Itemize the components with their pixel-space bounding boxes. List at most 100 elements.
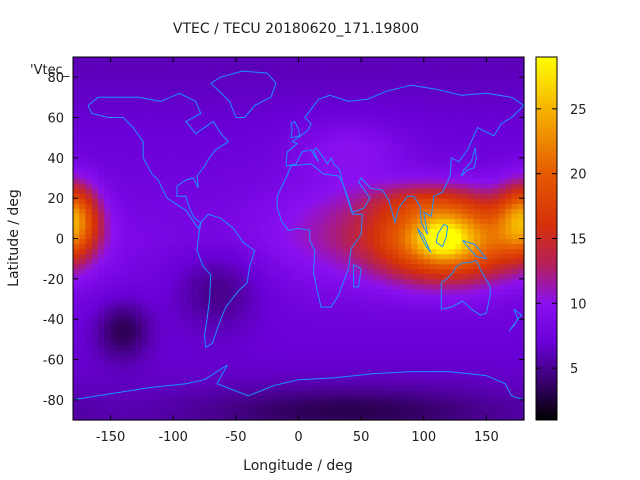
heatmap-cell bbox=[123, 334, 130, 340]
heatmap-cell bbox=[173, 319, 181, 325]
heatmap-cell bbox=[492, 278, 500, 285]
heatmap-cell bbox=[254, 399, 262, 406]
heatmap-cell bbox=[279, 324, 287, 330]
heatmap-cell bbox=[285, 87, 293, 93]
heatmap-cell bbox=[192, 253, 199, 260]
heatmap-cell bbox=[248, 399, 256, 406]
heatmap-cell bbox=[129, 409, 137, 416]
heatmap-cell bbox=[373, 183, 381, 189]
heatmap-cell bbox=[329, 77, 337, 83]
heatmap-cell bbox=[398, 253, 406, 260]
heatmap-cell bbox=[411, 107, 419, 114]
heatmap-cell bbox=[91, 238, 99, 245]
heatmap-cell bbox=[342, 394, 350, 401]
heatmap-cell bbox=[192, 67, 199, 73]
heatmap-cell bbox=[73, 172, 80, 179]
heatmap-cell bbox=[411, 273, 419, 280]
heatmap-cell bbox=[348, 314, 356, 320]
heatmap-cell bbox=[273, 77, 281, 83]
heatmap-cell bbox=[229, 304, 237, 310]
heatmap-cell bbox=[242, 223, 249, 230]
heatmap-cell bbox=[292, 127, 300, 134]
heatmap-cell bbox=[392, 112, 400, 119]
heatmap-cell bbox=[110, 314, 118, 320]
heatmap-cell bbox=[373, 288, 381, 295]
heatmap-cell bbox=[467, 273, 475, 280]
heatmap-cell bbox=[423, 354, 431, 361]
heatmap-cell bbox=[436, 339, 444, 345]
heatmap-cell bbox=[367, 67, 375, 73]
heatmap-cell bbox=[110, 117, 118, 124]
heatmap-cell bbox=[473, 233, 481, 240]
heatmap-cell bbox=[298, 112, 306, 119]
heatmap-cell bbox=[173, 102, 181, 109]
heatmap-cell bbox=[304, 97, 312, 103]
heatmap-cell bbox=[317, 77, 325, 83]
heatmap-cell bbox=[348, 364, 356, 371]
heatmap-cell bbox=[455, 178, 462, 184]
heatmap-cell bbox=[267, 137, 275, 144]
heatmap-cell bbox=[336, 314, 343, 320]
heatmap-cell bbox=[473, 319, 481, 325]
heatmap-cell bbox=[285, 77, 293, 83]
heatmap-cell bbox=[279, 278, 287, 285]
heatmap-cell bbox=[104, 183, 112, 189]
heatmap-cell bbox=[229, 162, 237, 169]
heatmap-cell bbox=[379, 354, 387, 361]
heatmap-cell bbox=[123, 132, 130, 139]
heatmap-cell bbox=[192, 132, 199, 139]
heatmap-cell bbox=[248, 344, 256, 351]
heatmap-cell bbox=[285, 233, 293, 240]
heatmap-cell bbox=[129, 253, 137, 260]
heatmap-cell bbox=[361, 87, 368, 93]
heatmap-cell bbox=[379, 87, 387, 93]
heatmap-cell bbox=[160, 193, 168, 199]
heatmap-cell bbox=[267, 339, 275, 345]
heatmap-cell bbox=[104, 132, 112, 139]
heatmap-cell bbox=[91, 278, 99, 285]
heatmap-cell bbox=[417, 57, 425, 63]
heatmap-cell bbox=[217, 107, 224, 114]
heatmap-cell bbox=[217, 334, 224, 340]
heatmap-cell bbox=[192, 309, 199, 315]
heatmap-cell bbox=[116, 122, 124, 129]
heatmap-cell bbox=[304, 122, 312, 129]
heatmap-cell bbox=[311, 374, 318, 381]
heatmap-cell bbox=[498, 359, 506, 366]
heatmap-cell bbox=[204, 223, 212, 230]
heatmap-cell bbox=[317, 409, 325, 416]
heatmap-cell bbox=[367, 162, 375, 169]
heatmap-cell bbox=[217, 309, 224, 315]
heatmap-cell bbox=[486, 278, 494, 285]
heatmap-cell bbox=[204, 167, 212, 174]
heatmap-cell bbox=[210, 238, 218, 245]
heatmap-cell bbox=[154, 364, 162, 371]
heatmap-cell bbox=[317, 122, 325, 129]
heatmap-cell bbox=[448, 172, 456, 179]
heatmap-cell bbox=[110, 283, 118, 290]
heatmap-cell bbox=[204, 334, 212, 340]
heatmap-cell bbox=[367, 178, 375, 184]
heatmap-cell bbox=[348, 299, 356, 305]
heatmap-cell bbox=[73, 299, 80, 305]
heatmap-cell bbox=[311, 409, 318, 416]
heatmap-cell bbox=[430, 349, 437, 356]
heatmap-cell bbox=[160, 152, 168, 159]
heatmap-cell bbox=[254, 57, 262, 63]
heatmap-cell bbox=[492, 369, 500, 376]
heatmap-cell bbox=[98, 127, 105, 134]
heatmap-cell bbox=[98, 299, 105, 305]
heatmap-cell bbox=[336, 127, 343, 134]
heatmap-cell bbox=[317, 142, 325, 149]
heatmap-cell bbox=[442, 384, 450, 391]
heatmap-cell bbox=[79, 122, 87, 129]
heatmap-cell bbox=[98, 157, 105, 164]
heatmap-cell bbox=[98, 92, 105, 98]
heatmap-cell bbox=[73, 233, 80, 240]
heatmap-cell bbox=[192, 273, 199, 280]
heatmap-cell bbox=[242, 72, 249, 78]
heatmap-cell bbox=[442, 72, 450, 78]
heatmap-cell bbox=[185, 309, 193, 315]
heatmap-cell bbox=[329, 283, 337, 290]
heatmap-cell bbox=[285, 228, 293, 235]
